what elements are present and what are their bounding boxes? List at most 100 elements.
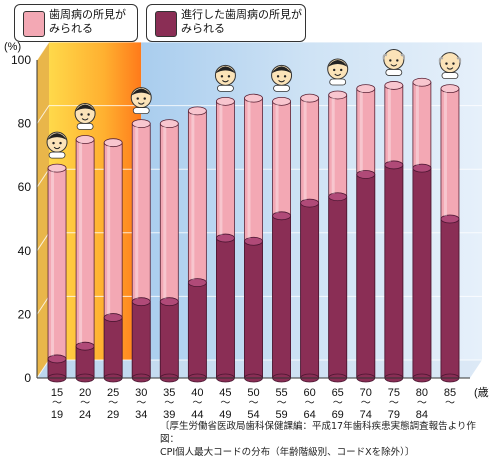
bar-15-19: [47, 163, 67, 383]
bar-highlight: [359, 91, 363, 172]
face-icon-eye: [227, 75, 231, 78]
bar-70-74: [356, 84, 376, 383]
x-tick-separator: 〜: [136, 398, 146, 409]
face-icon: [46, 131, 68, 159]
bar-advanced-body: [300, 202, 320, 379]
face-icon-eye: [445, 62, 448, 65]
bar-mild-top: [75, 135, 95, 144]
bar-40-44: [187, 106, 207, 383]
face-icon-eye: [143, 97, 146, 100]
face-icon-hair: [382, 53, 388, 60]
bar-75-79: [384, 81, 404, 383]
bar-advanced-body: [440, 218, 460, 379]
bar-highlight: [415, 85, 419, 166]
bar-advanced-body: [103, 317, 123, 379]
y-tick-label: 0: [24, 371, 31, 385]
x-tick-label-top: 35: [163, 387, 175, 399]
x-tick-label-bottom: 29: [107, 409, 119, 421]
face-icon-hair: [271, 66, 292, 74]
face-icon-eye: [52, 141, 55, 145]
face-icon-eye: [220, 75, 224, 78]
x-tick-label-top: 70: [360, 387, 372, 399]
y-tick-label: 20: [18, 307, 32, 321]
bar-highlight: [443, 91, 447, 216]
face-icon-shoulders: [76, 123, 94, 130]
bar-advanced-body: [244, 240, 263, 379]
x-tick-label-bottom: 79: [388, 409, 400, 421]
face-icon-eye: [389, 59, 392, 62]
face-icon: [327, 58, 349, 86]
x-tick-label-top: 60: [304, 387, 316, 399]
face-icon: [438, 52, 462, 80]
x-tick-separator: 〜: [417, 398, 427, 409]
bar-65-69: [328, 90, 348, 383]
x-tick-label-top: 80: [416, 387, 428, 399]
x-tick-separator: 〜: [80, 398, 90, 409]
bar-advanced-top: [103, 313, 123, 322]
bar-highlight: [79, 142, 83, 344]
x-tick-label-top: 45: [219, 387, 231, 399]
bar-highlight: [135, 126, 139, 299]
bar-advanced-top: [356, 170, 376, 179]
bar-advanced-top: [300, 198, 320, 208]
bar-highlight: [387, 88, 391, 162]
bar-advanced-body: [384, 164, 404, 379]
legend-swatch-advanced: [155, 11, 177, 37]
face-icon-eye: [80, 113, 83, 116]
bar-advanced-top: [216, 233, 235, 243]
bar-mild-top: [159, 119, 179, 128]
bar-50-54: [244, 93, 263, 383]
face-icon-shoulders: [48, 151, 66, 159]
x-tick-separator: 〜: [361, 398, 371, 409]
x-tick-label-bottom: 44: [191, 409, 203, 421]
legend-swatch-mild: [23, 11, 45, 37]
bar-advanced-top: [47, 354, 67, 364]
bar-mild-top: [244, 93, 263, 103]
bar-mild-top: [440, 84, 460, 94]
bar-advanced-body: [75, 345, 95, 379]
bar-45-49: [216, 96, 235, 383]
bar-advanced-body: [131, 301, 151, 379]
face-icon-hair: [47, 133, 68, 141]
bar-30-34: [131, 119, 151, 383]
x-tick-label-top: 25: [107, 387, 119, 399]
bar-mild-top: [216, 96, 235, 106]
x-tick-label-top: 55: [275, 387, 287, 399]
face-icon-eye: [136, 97, 139, 100]
bar-highlight: [331, 97, 335, 194]
x-tick-separator: 〜: [333, 398, 343, 409]
face-icon-eye: [87, 113, 90, 116]
x-tick-separator: 〜: [52, 398, 62, 409]
bar-60-64: [300, 93, 320, 383]
face-icon-mouth: [278, 79, 285, 83]
face-icon: [74, 103, 96, 130]
x-tick-separator: 〜: [305, 398, 315, 409]
face-icon-eye: [276, 75, 280, 78]
x-tick-separator: 〜: [389, 398, 399, 409]
bar-mild-top: [131, 119, 151, 128]
x-tick-label-top: 65: [332, 387, 344, 399]
legend-label-advanced: 進行した歯周病の所見が みられる: [181, 8, 302, 35]
bar-advanced-top: [440, 214, 460, 224]
bar-mild-top: [328, 90, 348, 100]
x-tick-label-top: 50: [247, 387, 259, 399]
x-tick-separator: 〜: [249, 398, 259, 409]
bar-advanced-top: [272, 211, 291, 221]
bar-advanced-top: [75, 341, 95, 351]
x-tick-label-bottom: 84: [416, 409, 428, 421]
x-tick-separator: 〜: [192, 398, 202, 409]
bar-80-84: [412, 77, 432, 383]
face-icon-mouth: [334, 73, 342, 76]
bar-advanced-top: [159, 297, 179, 307]
x-tick-label-top: 85: [444, 387, 456, 399]
face-icon-hair: [438, 57, 444, 63]
bar-advanced-top: [244, 236, 263, 246]
bar-advanced-top: [131, 297, 151, 307]
x-tick-label-bottom: 64: [304, 409, 316, 421]
bar-advanced-body: [328, 196, 348, 379]
face-icon-eye: [59, 141, 62, 145]
y-tick-label: 100: [11, 53, 31, 67]
x-tick-label-top: 40: [191, 387, 203, 399]
bar-highlight: [107, 145, 111, 315]
